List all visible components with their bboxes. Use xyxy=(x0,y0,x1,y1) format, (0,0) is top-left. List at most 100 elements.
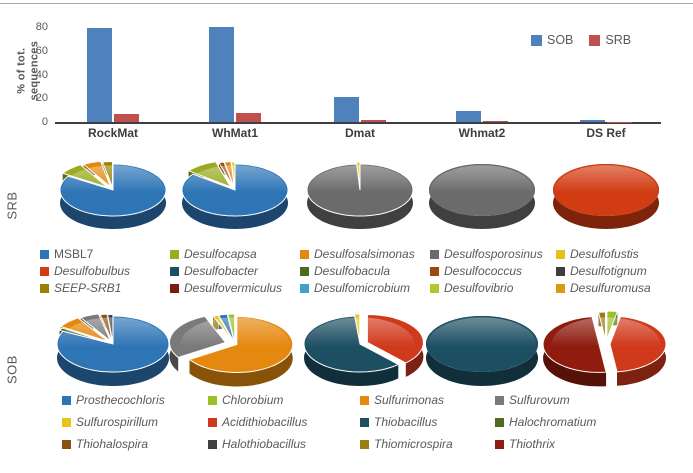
legend-item-srb-msbl7: MSBL7 xyxy=(40,247,170,261)
bar-sob-rockmat xyxy=(87,28,112,122)
bar-chart-legend: SOB SRB xyxy=(531,33,631,47)
legend-swatch-desulfocapsa xyxy=(170,249,179,259)
legend-label-sulfurospirillum: Sulfurospirillum xyxy=(76,415,159,429)
pie-gloss xyxy=(180,317,290,371)
legend-item-srb-desulfomicrobium: Desulfomicrobium xyxy=(300,281,430,295)
pie-gloss xyxy=(551,317,661,371)
category-label-ds-ref: DS Ref xyxy=(586,126,626,140)
pie-sob-rockmat xyxy=(56,313,170,386)
legend-swatch-acidithiobacillus xyxy=(208,417,217,427)
legend-label-desulfosalsimonas: Desulfosalsimonas xyxy=(314,247,415,261)
legend-item-sob-thiothrix: Thiothrix xyxy=(495,437,655,451)
pie-gloss xyxy=(58,317,168,371)
legend-label-thiomicrospira: Thiomicrospira xyxy=(374,437,453,451)
legend-swatch-thiobacillus xyxy=(360,417,369,427)
legend-label-sulfurimonas: Sulfurimonas xyxy=(374,393,445,407)
legend-swatch-desulfobacula xyxy=(300,266,309,276)
sob-row-label: SOB xyxy=(4,355,20,384)
legend-label-desulfobacula: Desulfobacula xyxy=(314,264,391,278)
legend-label-halochromatium: Halochromatium xyxy=(509,415,597,429)
legend-label-desulfocapsa: Desulfocapsa xyxy=(184,247,257,261)
bar-srb-dmat xyxy=(361,120,386,122)
pie-gloss xyxy=(430,165,534,215)
legend-item-srb-desulfosporosinus: Desulfosporosinus xyxy=(430,247,556,261)
pie-gloss xyxy=(427,317,537,371)
legend-label-prosthecochloris: Prosthecochloris xyxy=(76,393,165,407)
pie-gloss xyxy=(305,317,415,371)
legend-swatch-desulfobulbus xyxy=(40,266,49,276)
legend-label-desulfococcus: Desulfococcus xyxy=(444,264,523,278)
srb-row-label: SRB xyxy=(4,191,20,220)
legend-swatch-desulfovibrio xyxy=(430,283,439,293)
legend-label-desulfovermiculus: Desulfovermiculus xyxy=(184,281,283,295)
legend-swatch-srb xyxy=(589,34,601,46)
pie-sob-whmat1 xyxy=(169,313,294,387)
legend-label-thiobacillus: Thiobacillus xyxy=(374,415,438,429)
legend-item-sob-halochromatium: Halochromatium xyxy=(495,415,655,429)
legend-swatch-halothiobacillus xyxy=(208,439,217,449)
bar-sob-ds-ref xyxy=(580,120,605,122)
legend-item-sob-sulfurospirillum: Sulfurospirillum xyxy=(62,415,208,429)
legend-label-thiothrix: Thiothrix xyxy=(509,437,556,451)
legend-label-sob: SOB xyxy=(547,33,574,47)
legend-label-desulfomicrobium: Desulfomicrobium xyxy=(314,281,411,295)
legend-label-srb: SRB xyxy=(605,33,632,47)
bar-srb-whmat2 xyxy=(483,121,508,122)
pie-gloss xyxy=(554,165,658,215)
category-label-whmat1: WhMat1 xyxy=(212,126,258,140)
legend-label-thiohalospira: Thiohalospira xyxy=(76,437,149,451)
bar-srb-rockmat xyxy=(114,113,139,122)
legend-label-desulfuromusa: Desulfuromusa xyxy=(570,281,651,295)
legend-item-sob-thiobacillus: Thiobacillus xyxy=(360,415,495,429)
legend-item-srb-desulfotignum: Desulfotignum xyxy=(556,264,693,278)
legend-item-sob-sulfurimonas: Sulfurimonas xyxy=(360,393,495,407)
legend-item-sob-thiohalospira: Thiohalospira xyxy=(62,437,208,451)
legend-swatch-desulfomicrobium xyxy=(300,283,309,293)
bar-sob-dmat xyxy=(334,97,359,122)
legend-label-desulfotignum: Desulfotignum xyxy=(570,264,647,278)
pie-srb-whmat2 xyxy=(429,164,535,229)
legend-item-srb-desulfovermiculus: Desulfovermiculus xyxy=(170,281,300,295)
legend-swatch-msbl7 xyxy=(40,249,49,259)
legend-item-srb: SRB xyxy=(589,33,631,47)
legend-item-srb-desulfococcus: Desulfococcus xyxy=(430,264,556,278)
pie-sob-dmat xyxy=(303,313,424,386)
legend-label-sulfurovum: Sulfurovum xyxy=(509,393,570,407)
legend-label-desulfosporosinus: Desulfosporosinus xyxy=(444,247,543,261)
legend-label-msbl7: MSBL7 xyxy=(54,247,94,261)
pie-srb-dmat xyxy=(306,161,414,229)
x-axis-line xyxy=(55,122,661,124)
y-tick-label-80: 80 xyxy=(35,21,48,33)
legend-item-srb-desulfosalsimonas: Desulfosalsimonas xyxy=(300,247,430,261)
pie-gloss xyxy=(61,165,165,215)
legend-swatch-sulfurospirillum xyxy=(62,417,71,427)
y-tick-label-40: 40 xyxy=(35,68,48,81)
pie-srb-rockmat xyxy=(59,160,167,229)
category-label-whmat2: Whmat2 xyxy=(458,126,506,140)
legend-item-sob-halothiobacillus: Halothiobacillus xyxy=(208,437,360,451)
legend-swatch-prosthecochloris xyxy=(62,395,71,405)
legend-label-desulfobacter: Desulfobacter xyxy=(184,264,259,278)
legend-swatch-desulfovermiculus xyxy=(170,283,179,293)
legend-label-halothiobacillus: Halothiobacillus xyxy=(222,437,307,451)
legend-item-sob-sulfurovum: Sulfurovum xyxy=(495,393,655,407)
srb-taxa-legend: MSBL7 Desulfocapsa Desulfosalsimonas Desulf… xyxy=(40,247,693,295)
legend-label-desulfovibrio: Desulfovibrio xyxy=(444,281,514,295)
legend-label-desulfofustis: Desulfofustis xyxy=(570,247,639,261)
y-tick-label-20: 20 xyxy=(35,92,48,105)
pie-sob-whmat2 xyxy=(426,316,538,386)
legend-swatch-thiothrix xyxy=(495,439,504,449)
legend-label-seep-srb1: SEEP-SRB1 xyxy=(54,281,122,295)
category-label-dmat: Dmat xyxy=(344,126,375,140)
bar-sob-whmat2 xyxy=(456,110,481,122)
legend-swatch-sob xyxy=(531,34,542,46)
pie-gloss xyxy=(308,165,412,215)
legend-swatch-thiohalospira xyxy=(62,439,71,449)
legend-swatch-chlorobium xyxy=(208,395,217,405)
bar-sob-whmat1 xyxy=(209,27,234,122)
legend-item-sob-chlorobium: Chlorobium xyxy=(208,393,360,407)
legend-item-srb-desulfobacula: Desulfobacula xyxy=(300,264,430,278)
legend-item-sob: SOB xyxy=(531,33,573,47)
y-tick-label-60: 60 xyxy=(35,44,48,57)
